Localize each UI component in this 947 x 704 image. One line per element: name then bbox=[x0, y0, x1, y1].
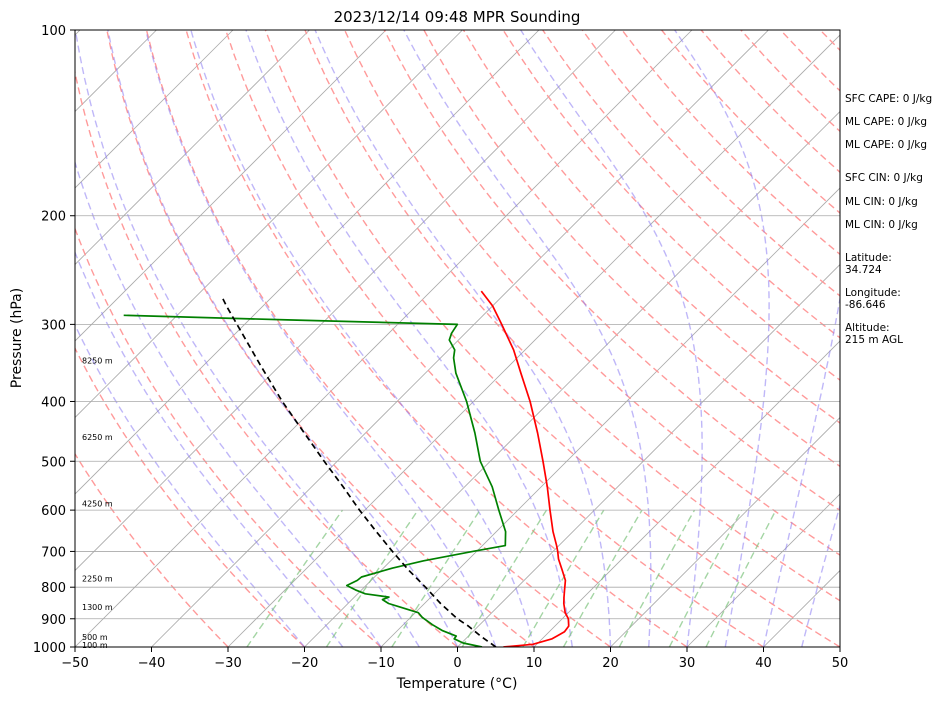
temperature-line bbox=[481, 291, 568, 647]
y-tick-label: 1000 bbox=[33, 641, 66, 656]
background-lines bbox=[0, 30, 947, 647]
height-label: 500 m bbox=[82, 633, 108, 642]
profile-lines bbox=[124, 291, 569, 647]
x-tick-label: −10 bbox=[367, 656, 394, 671]
sfc-cape-stat: SFC CAPE: 0 J/kg bbox=[845, 93, 932, 105]
x-tick-label: 0 bbox=[453, 656, 461, 671]
y-tick-label: 600 bbox=[41, 504, 66, 519]
ml-cape-stat: ML CAPE: 0 J/kg bbox=[845, 116, 927, 128]
x-tick-label: −30 bbox=[214, 656, 241, 671]
mixing-ratio-line bbox=[669, 510, 741, 647]
height-label: 1300 m bbox=[82, 603, 113, 612]
x-axis-label: Temperature (°C) bbox=[396, 676, 518, 692]
x-tick-label: −20 bbox=[291, 656, 318, 671]
moist-adiabat bbox=[21, 30, 343, 647]
dry-adiabat bbox=[226, 30, 764, 647]
height-label: 4250 m bbox=[82, 500, 113, 509]
ml-cin-stat: ML CIN: 0 J/kg bbox=[845, 196, 918, 208]
isotherm bbox=[0, 30, 616, 647]
latitude-value: 34.724 bbox=[845, 264, 882, 276]
altitude-value: 215 m AGL bbox=[845, 334, 903, 346]
moist-adiabat bbox=[191, 30, 534, 647]
moist-adiabat bbox=[764, 30, 858, 647]
mixing-ratio-line bbox=[706, 510, 776, 647]
x-tick-label: 50 bbox=[832, 656, 849, 671]
x-tick-label: 30 bbox=[679, 656, 696, 671]
y-tick-label: 500 bbox=[41, 455, 66, 470]
moist-adiabat bbox=[675, 30, 769, 647]
x-tick-label: 10 bbox=[526, 656, 543, 671]
isotherm bbox=[75, 30, 692, 647]
ml-cape-stat-2: ML CAPE: 0 J/kg bbox=[845, 139, 927, 151]
x-tick-label: −40 bbox=[138, 656, 165, 671]
isotherm bbox=[0, 30, 233, 647]
y-tick-label: 800 bbox=[41, 581, 66, 596]
height-label: 100 m bbox=[82, 641, 108, 650]
dry-adiabat bbox=[28, 30, 381, 647]
isotherm bbox=[0, 30, 4, 647]
y-tick-label: 900 bbox=[41, 613, 66, 628]
moist-adiabat bbox=[108, 30, 458, 647]
longitude-label: Longitude: bbox=[845, 287, 901, 299]
axis-ticks: −50 −40 −30 −20 −10 0 10 20 30 40 50 1000 900 800 700 6… bbox=[33, 24, 848, 671]
ml-cin-stat-2: ML CIN: 0 J/kg bbox=[845, 219, 918, 231]
y-tick-label: 100 bbox=[41, 24, 66, 39]
mixing-ratio-line bbox=[247, 510, 343, 647]
latitude-label: Latitude: bbox=[845, 252, 892, 264]
y-tick-label: 700 bbox=[41, 545, 66, 560]
y-axis-label: Pressure (hPa) bbox=[9, 288, 25, 388]
y-tick-label: 300 bbox=[41, 318, 66, 333]
y-tick-label: 400 bbox=[41, 395, 66, 410]
altitude-label: Altitude: bbox=[845, 322, 890, 334]
moist-adiabat bbox=[75, 30, 419, 647]
x-tick-label: −50 bbox=[61, 656, 88, 671]
chart-title: 2023/12/14 09:48 MPR Sounding bbox=[334, 8, 581, 26]
moist-adiabat bbox=[404, 30, 651, 647]
dry-adiabat bbox=[147, 30, 611, 647]
height-label: 6250 m bbox=[82, 433, 113, 442]
dry-adiabat bbox=[0, 30, 228, 647]
x-tick-label: 40 bbox=[755, 656, 772, 671]
sfc-cin-stat: SFC CIN: 0 J/kg bbox=[845, 172, 923, 184]
moist-adiabat bbox=[47, 30, 381, 647]
y-tick-label: 200 bbox=[41, 210, 66, 225]
mixing-ratio-line bbox=[462, 510, 546, 647]
height-label: 2250 m bbox=[82, 574, 113, 583]
x-tick-label: 20 bbox=[602, 656, 619, 671]
height-label: 8250 m bbox=[82, 357, 113, 366]
isotherm bbox=[305, 30, 922, 647]
mixing-ratio-line bbox=[523, 510, 604, 647]
longitude-value: -86.646 bbox=[845, 299, 886, 311]
